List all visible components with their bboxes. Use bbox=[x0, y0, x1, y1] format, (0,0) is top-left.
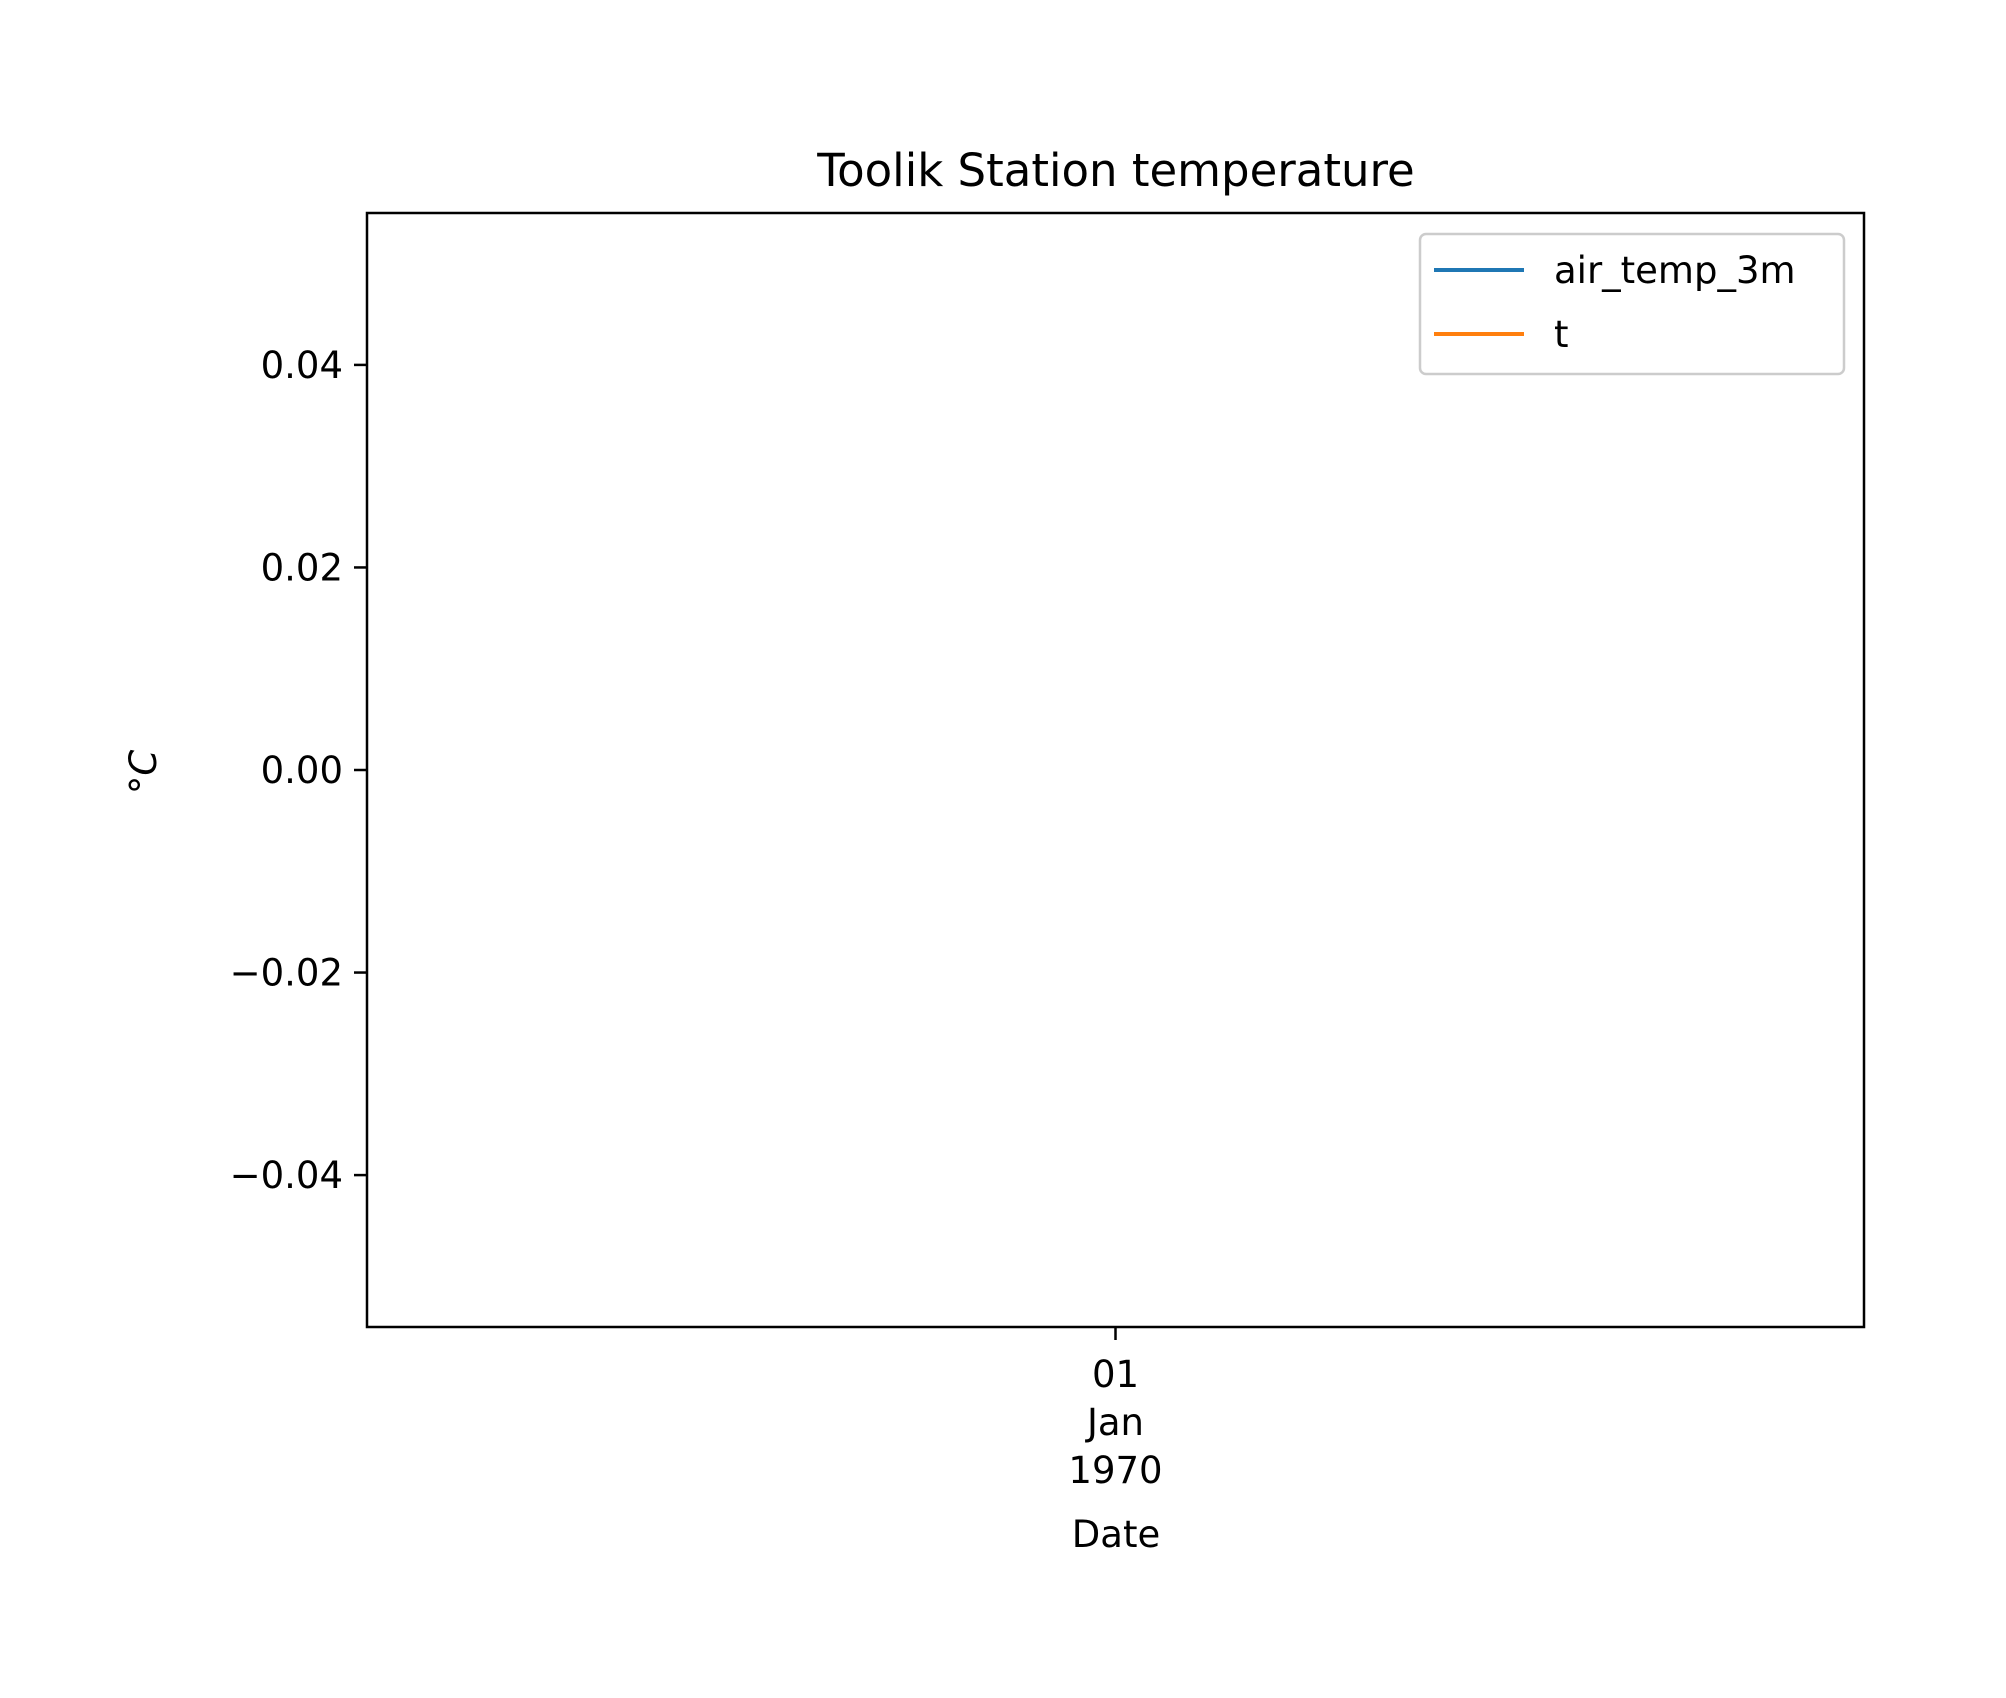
legend-entries: air_temp_3mt bbox=[1434, 249, 1796, 356]
plot-area-frame bbox=[365, 211, 1866, 1329]
y-tick-label: 0.02 bbox=[261, 546, 343, 589]
legend-frame bbox=[1418, 232, 1846, 376]
x-tick-label: 01 bbox=[1092, 1353, 1139, 1396]
y-tick-label: −0.04 bbox=[230, 1154, 343, 1197]
x-axis-label: Date bbox=[1072, 1513, 1160, 1556]
legend-label: t bbox=[1554, 313, 1569, 356]
legend-label: air_temp_3m bbox=[1554, 249, 1796, 292]
y-tick-label: −0.02 bbox=[230, 952, 343, 995]
legend: air_temp_3mt bbox=[1418, 232, 1846, 376]
y-tick-label: 0.04 bbox=[261, 344, 343, 387]
y-axis-ticks: 0.04 0.02 0.00 −0.02 −0.04 bbox=[230, 344, 367, 1197]
y-tick-label: 0.00 bbox=[261, 749, 343, 792]
x-axis-ticks: 01 Jan 1970 bbox=[1068, 1327, 1163, 1492]
chart-title: Toolik Station temperature bbox=[816, 144, 1414, 197]
x-tick-label: Jan bbox=[1085, 1401, 1144, 1444]
y-axis-label: °C bbox=[122, 750, 165, 795]
x-tick-label: 1970 bbox=[1068, 1449, 1162, 1492]
